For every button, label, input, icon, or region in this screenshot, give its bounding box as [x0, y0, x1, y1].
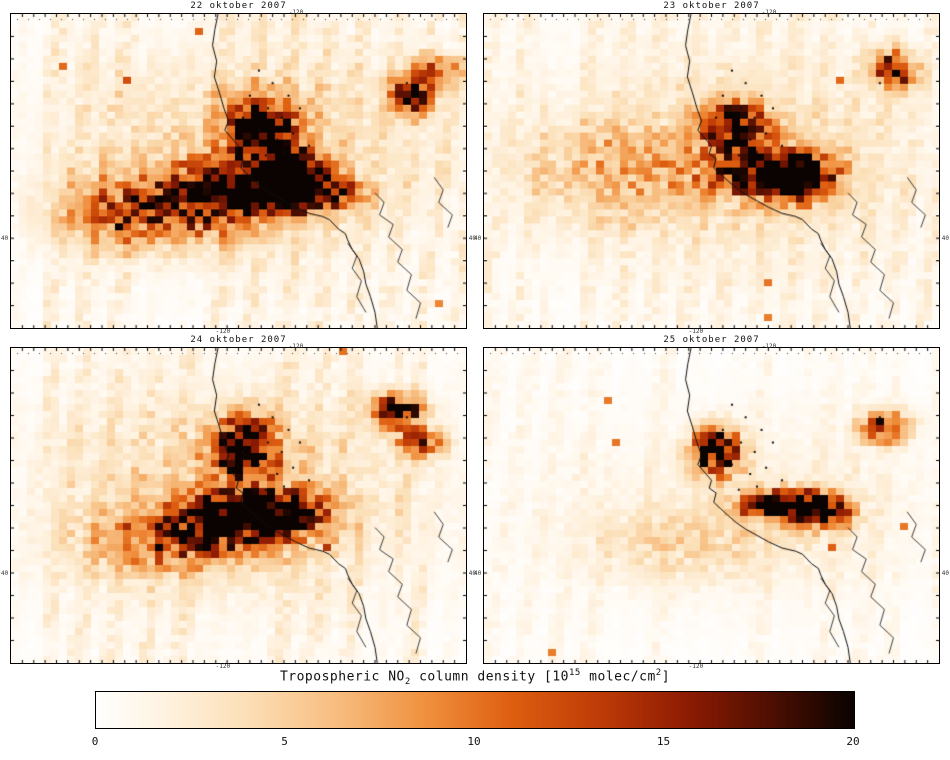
colorbar-title-text: column density [10: [410, 669, 569, 685]
longitude-label-top: -120: [761, 9, 777, 16]
map-frame: [483, 347, 940, 664]
colorbar: [95, 691, 855, 729]
no2-heatmap-canvas: [11, 348, 466, 663]
latitude-label-left: 40: [474, 570, 482, 577]
no2-heatmap-canvas: [11, 14, 466, 328]
panel-title: 25 oktober 2007: [663, 335, 760, 345]
panel-title: 24 oktober 2007: [190, 335, 287, 345]
colorbar-title-sub: 2: [404, 676, 411, 687]
colorbar-title-text: Tropospheric NO: [279, 669, 405, 685]
colorbar-canvas: [96, 692, 854, 728]
latitude-label-left: 40: [1, 235, 9, 243]
colorbar-title-sup: 15: [569, 668, 581, 678]
latitude-label-right: 40: [941, 235, 949, 243]
colorbar-tick-label: 15: [656, 735, 671, 748]
latitude-label-right: 40: [468, 235, 476, 243]
longitude-label-bottom: -120: [688, 663, 704, 670]
colorbar-title-sup: 2: [655, 668, 662, 678]
latitude-label-left: 40: [474, 235, 482, 243]
longitude-label-bottom: -120: [215, 328, 231, 335]
colorbar-tick-label: 0: [91, 735, 99, 748]
colorbar-tick-label: 5: [281, 735, 288, 748]
colorbar-title-text: molec/cm: [580, 669, 656, 685]
map-frame: [483, 13, 940, 329]
panel-title: 22 oktober 2007: [190, 1, 287, 11]
colorbar-title: Tropospheric NO2 column density [1015 mo…: [0, 668, 950, 687]
map-panel-23-oct: 23 oktober 2007 -120 40 40 -120: [474, 1, 949, 335]
colorbar-tick-row: 0 5 10 15 20: [0, 735, 950, 751]
longitude-label-top: -120: [288, 343, 304, 350]
map-panel-22-oct: 22 oktober 2007 -120 40 40 -120: [1, 1, 476, 335]
longitude-label-bottom: -120: [215, 663, 231, 670]
map-frame: [10, 347, 467, 664]
map-panel-25-oct: 25 oktober 2007 -120 40 40 -120: [474, 335, 949, 670]
no2-heatmap-canvas: [484, 348, 939, 663]
longitude-label-top: -120: [761, 343, 777, 350]
map-panel-24-oct: 24 oktober 2007 -120 40 40 -120: [1, 335, 476, 670]
colorbar-tick-label: 10: [467, 735, 481, 748]
map-frame: [10, 13, 467, 329]
no2-heatmap-canvas: [484, 14, 939, 328]
latitude-label-right: 40: [941, 570, 949, 577]
latitude-label-left: 40: [1, 570, 9, 577]
colorbar-tick-label: 20: [846, 735, 860, 748]
panel-title: 23 oktober 2007: [663, 1, 760, 11]
longitude-label-bottom: -120: [688, 328, 704, 335]
latitude-label-right: 40: [468, 570, 476, 577]
colorbar-title-text: ]: [661, 669, 671, 685]
longitude-label-top: -120: [288, 9, 304, 16]
